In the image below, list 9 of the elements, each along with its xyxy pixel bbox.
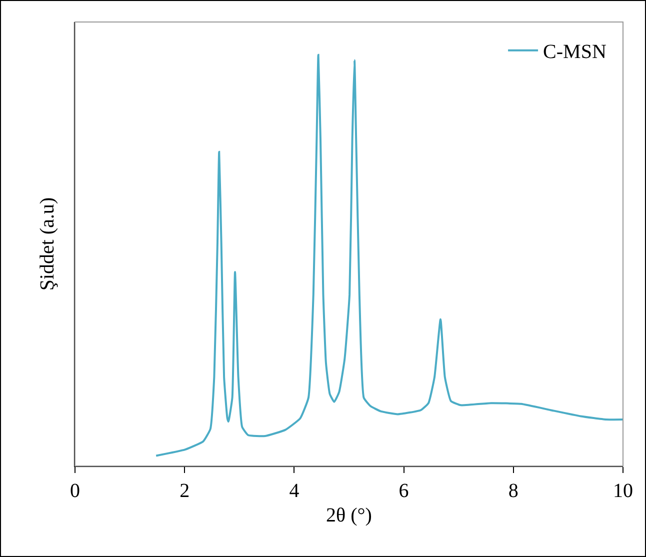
x-tick-label: 8 — [508, 480, 518, 502]
legend-label: C-MSN — [543, 41, 606, 64]
x-tick-label: 0 — [70, 480, 80, 502]
x-tick-label: 2 — [180, 480, 190, 502]
x-tick-label: 4 — [289, 480, 300, 502]
x-axis-title: 2θ (°) — [326, 504, 372, 526]
y-axis-title: Şiddet (a.u) — [36, 197, 58, 291]
x-tick-label: 6 — [398, 480, 409, 502]
x-tick-label: 10 — [613, 480, 633, 502]
